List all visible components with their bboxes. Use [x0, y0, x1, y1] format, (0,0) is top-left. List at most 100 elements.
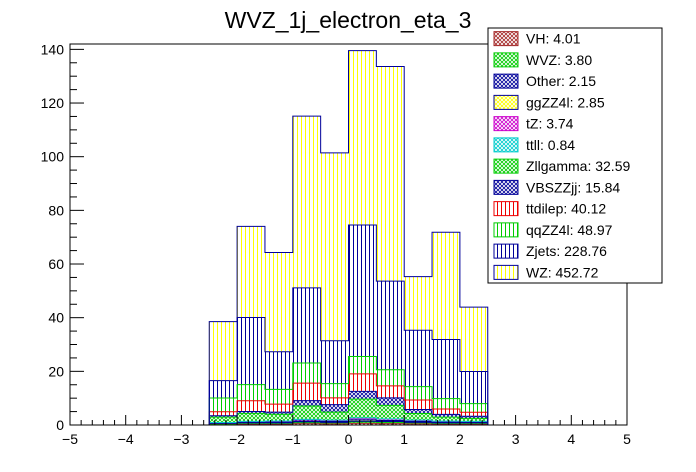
bar-segment: [348, 422, 377, 424]
bar-segment: [209, 415, 238, 418]
y-tick-label: 100: [41, 149, 65, 165]
bar-segment: [459, 416, 488, 419]
legend-swatch: [493, 201, 519, 217]
bar-segment: [320, 422, 349, 424]
x-tick-label: 3: [512, 431, 520, 447]
x-tick-label: −2: [229, 431, 245, 447]
x-tick-label: 4: [567, 431, 575, 447]
bar-segment: [264, 412, 293, 415]
bar-segment: [459, 403, 488, 413]
bars-layer: [209, 50, 488, 425]
legend-box: [487, 27, 663, 284]
bar-segment: [348, 373, 377, 392]
bar-segment: [264, 389, 293, 405]
bar-segment: [320, 423, 349, 425]
bar-segment: [376, 385, 405, 398]
y-tick-label: 60: [48, 256, 64, 272]
y-tick-label: 40: [48, 310, 64, 326]
x-tick-label: −1: [285, 431, 301, 447]
bar-segment: [376, 397, 405, 406]
bar-segment: [404, 400, 433, 410]
bar-segment: [404, 409, 433, 414]
bar-segment: [376, 419, 405, 421]
bar-segment: [292, 363, 321, 384]
series-outline: [208, 224, 489, 425]
bar-segment: [404, 422, 433, 424]
series-outline: [208, 50, 489, 425]
bar-segment: [264, 414, 293, 421]
legend-entry: Zjets: 228.76: [526, 243, 607, 259]
bar-segment: [404, 420, 433, 422]
bar-segment: [404, 330, 433, 387]
legend-entry: Other: 2.15: [526, 73, 596, 89]
bar-segment: [320, 152, 349, 341]
bar-segment: [237, 384, 265, 401]
bar-segment: [376, 369, 405, 386]
bar-segment: [237, 400, 265, 412]
bar-segment: [348, 419, 377, 422]
legend-swatch: [493, 158, 519, 174]
bar-segment: [292, 405, 321, 420]
legend-entry: qqZZ4l: 48.97: [526, 222, 613, 238]
x-tick-label: 1: [400, 431, 408, 447]
legend-entry: VBSZZjj: 15.84: [526, 179, 620, 195]
bar-segment: [292, 383, 321, 401]
bar-segment: [264, 351, 293, 390]
bar-segment: [376, 422, 405, 424]
legend-swatch: [493, 179, 519, 195]
bar-segment: [432, 409, 460, 415]
legend-entry: ttll: 0.84: [526, 137, 575, 153]
legend-swatch: [493, 222, 519, 238]
bar-segment: [432, 414, 460, 418]
bar-segment: [348, 224, 377, 357]
y-tick-label: 140: [41, 41, 65, 57]
bar-segment: [292, 423, 321, 425]
legend-entry: ttdilep: 40.12: [526, 201, 606, 217]
bar-segment: [432, 339, 460, 399]
legend-entry: Zllgamma: 32.59: [526, 158, 630, 174]
legend-swatch: [493, 52, 519, 68]
bar-segment: [209, 417, 238, 423]
bar-segment: [237, 413, 265, 422]
bar-segment: [376, 281, 405, 370]
legend-entry: WZ: 452.72: [526, 264, 599, 280]
bar-segment: [209, 411, 238, 416]
x-tick-label: 0: [345, 431, 353, 447]
bar-segment: [237, 411, 265, 414]
legend-swatch: [493, 137, 519, 153]
legend-swatch: [493, 264, 519, 280]
x-axis: −5 −4 −3 −2 −1 0 1 2 3 4 5: [62, 415, 631, 447]
legend-entry: tZ: 3.74: [526, 116, 574, 132]
bar-segment: [404, 386, 433, 401]
bar-segment: [404, 413, 433, 421]
bar-segment: [376, 423, 405, 425]
bar-segment: [320, 420, 349, 422]
bar-segment: [292, 419, 321, 421]
legend-swatch: [493, 116, 519, 132]
legend-swatch: [493, 243, 519, 259]
chart-title: WVZ_1j_electron_eta_3: [225, 7, 472, 33]
bar-segment: [292, 422, 321, 424]
legend: VH: 4.01 WVZ: 3.80 Other: 2.15 ggZZ4l: 2.85…: [487, 27, 663, 284]
x-tick-label: 5: [623, 431, 631, 447]
legend-swatch: [493, 31, 519, 47]
bar-segment: [292, 116, 321, 288]
bar-segment: [376, 420, 405, 422]
bar-segment: [237, 226, 265, 318]
legend-swatch: [493, 73, 519, 89]
bar-segment: [348, 356, 377, 374]
legend-entry: ggZZ4l: 2.85: [526, 94, 605, 110]
bar-segment: [432, 398, 460, 410]
bar-segment: [320, 412, 349, 421]
y-tick-label: 120: [41, 95, 65, 111]
series-outline: [208, 373, 489, 425]
bar-segment: [237, 317, 265, 385]
bar-segment: [264, 404, 293, 413]
bar-segment: [432, 232, 460, 340]
y-tick-label: 80: [48, 202, 64, 218]
bar-segment: [348, 50, 377, 225]
bar-segment: [209, 380, 238, 399]
bar-segment: [292, 287, 321, 364]
bar-segment: [348, 423, 377, 425]
